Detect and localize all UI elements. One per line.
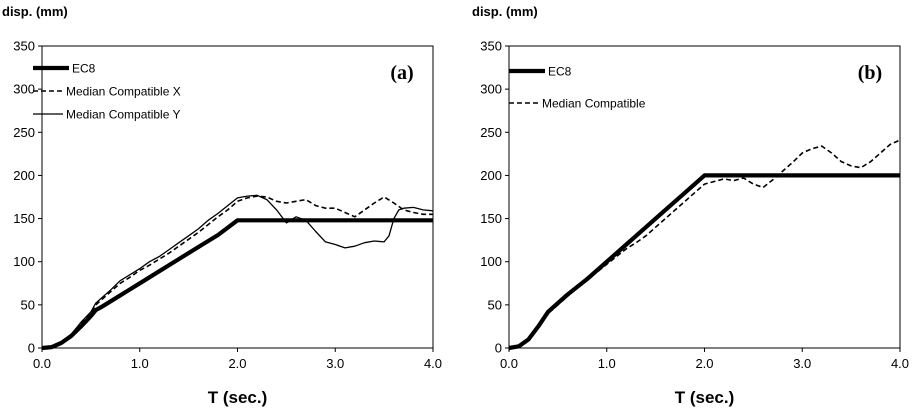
series-line-median-compatible-x: [41, 195, 433, 349]
x-tick-label: 1.0: [598, 356, 616, 371]
y-tick-label: 200: [480, 168, 502, 183]
x-axis-label: T (sec.): [675, 388, 735, 407]
y-tick-label: 150: [480, 211, 502, 226]
y-axis-label: disp. (mm): [472, 4, 538, 19]
series-line-ec8: [508, 173, 900, 351]
legend-label: Median Compatible: [542, 97, 646, 111]
x-tick-label: 2.0: [695, 356, 713, 371]
series-line-ec8: [41, 218, 433, 351]
legend-label: EC8: [548, 65, 572, 79]
y-tick-label: 150: [13, 211, 35, 226]
x-tick-label: 2.0: [228, 356, 246, 371]
panel-label: (a): [390, 62, 413, 84]
plot-frame: [508, 45, 901, 349]
y-tick-label: 250: [480, 125, 502, 140]
x-tick-label: 1.0: [131, 356, 149, 371]
legend-label: Median Compatible Y: [66, 108, 181, 122]
y-tick-label: 200: [13, 168, 35, 183]
x-axis-label: T (sec.): [208, 388, 268, 407]
y-tick-label: 0: [495, 341, 502, 356]
y-tick-label: 300: [480, 82, 502, 97]
x-tick-label: 4.0: [891, 356, 909, 371]
legend-label: Median Compatible X: [66, 85, 181, 99]
legend-label: EC8: [72, 62, 96, 76]
y-tick-label: 50: [488, 297, 502, 312]
x-tick-label: 3.0: [793, 356, 811, 371]
y-tick-label: 350: [13, 39, 35, 54]
y-tick-label: 100: [13, 254, 35, 269]
series-line-median-compatible: [508, 139, 901, 349]
x-tick-label: 0.0: [500, 356, 518, 371]
y-tick-label: 250: [13, 125, 35, 140]
panel-label: (b): [858, 62, 882, 84]
series-line-median-compatible-y: [41, 194, 434, 349]
y-tick-label: 50: [21, 297, 35, 312]
x-tick-label: 3.0: [326, 356, 344, 371]
y-tick-label: 100: [480, 254, 502, 269]
x-tick-label: 0.0: [33, 356, 51, 371]
x-tick-label: 4.0: [424, 356, 442, 371]
y-tick-label: 0: [28, 341, 35, 356]
y-axis-label: disp. (mm): [2, 4, 68, 19]
y-tick-label: 300: [13, 82, 35, 97]
y-tick-label: 350: [480, 39, 502, 54]
